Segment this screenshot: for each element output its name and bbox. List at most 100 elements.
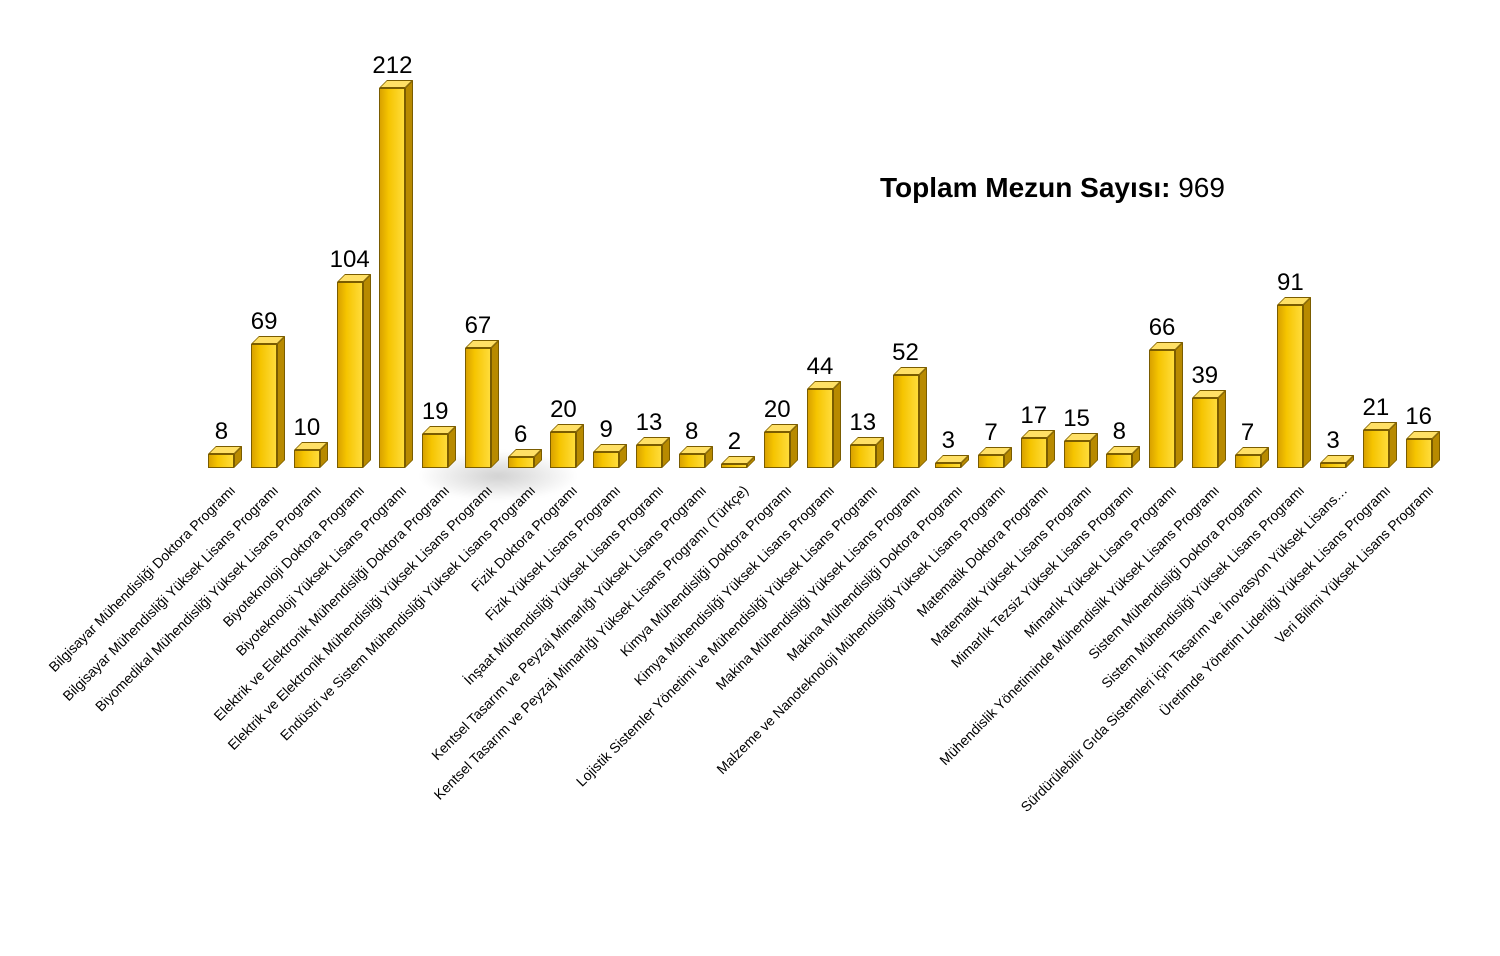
bar-front <box>721 464 747 468</box>
bar-value-label: 20 <box>764 396 791 424</box>
bar: 8 <box>1106 454 1132 468</box>
bar: 20 <box>764 432 790 468</box>
bar-front <box>1064 441 1090 468</box>
bar: 17 <box>1021 438 1047 468</box>
bar-side <box>1389 422 1397 468</box>
bar-side <box>405 80 413 468</box>
bar-front <box>679 454 705 468</box>
bar-front <box>893 375 919 468</box>
bar-front <box>978 455 1004 468</box>
bar-front <box>636 445 662 468</box>
bar-value-label: 2 <box>728 428 741 456</box>
bar-front <box>593 452 619 468</box>
bar-value-label: 10 <box>294 414 321 442</box>
bar-front <box>1406 439 1432 468</box>
bar: 44 <box>807 389 833 468</box>
bar-front <box>1021 438 1047 468</box>
bar: 52 <box>893 375 919 468</box>
bar-front <box>294 450 320 468</box>
bar-front <box>1192 398 1218 468</box>
bar-front <box>337 282 363 468</box>
bar: 7 <box>978 455 1004 468</box>
bar: 8 <box>208 454 234 468</box>
bar-front <box>251 344 277 468</box>
bar: 67 <box>465 348 491 468</box>
bar: 39 <box>1192 398 1218 468</box>
bar-front <box>1149 350 1175 468</box>
bar-value-label: 3 <box>942 427 955 455</box>
bar-value-label: 6 <box>514 421 527 449</box>
bar-value-label: 17 <box>1020 402 1047 430</box>
bar-front <box>850 445 876 468</box>
bar-side <box>919 367 927 468</box>
bar: 6 <box>508 457 534 468</box>
bar-front <box>422 434 448 468</box>
bar: 212 <box>379 88 405 468</box>
bar-value-label: 212 <box>372 52 412 80</box>
bar-front <box>465 348 491 468</box>
bar-front <box>508 457 534 468</box>
bar: 66 <box>1149 350 1175 468</box>
bar-value-label: 19 <box>422 398 449 426</box>
bar-side <box>1175 342 1183 468</box>
bar-plot-area: 8Bilgisayar Mühendisliği Doktora Program… <box>0 0 1500 956</box>
bar-value-label: 66 <box>1149 314 1176 342</box>
bar-side <box>1090 433 1098 468</box>
bar-value-label: 16 <box>1405 403 1432 431</box>
bar-value-label: 9 <box>600 416 613 444</box>
bar-value-label: 13 <box>849 409 876 437</box>
bar-side <box>576 424 584 468</box>
bar: 69 <box>251 344 277 468</box>
bar: 13 <box>850 445 876 468</box>
bar-value-label: 15 <box>1063 405 1090 433</box>
bar-value-label: 7 <box>1241 419 1254 447</box>
bar-side <box>833 381 841 468</box>
bar-value-label: 104 <box>330 246 370 274</box>
bar: 8 <box>679 454 705 468</box>
bar-value-label: 67 <box>465 312 492 340</box>
bar-front <box>764 432 790 468</box>
bar-value-label: 44 <box>807 353 834 381</box>
bar-front <box>1363 430 1389 468</box>
bar-side <box>1218 390 1226 468</box>
bar-front <box>807 389 833 468</box>
bar-value-label: 39 <box>1191 362 1218 390</box>
bar: 2 <box>721 464 747 468</box>
bar-value-label: 13 <box>636 409 663 437</box>
bar-front <box>379 88 405 468</box>
bar: 19 <box>422 434 448 468</box>
bar-side <box>1047 430 1055 468</box>
bar-value-label: 20 <box>550 396 577 424</box>
bar-value-label: 91 <box>1277 269 1304 297</box>
bar-value-label: 8 <box>215 418 228 446</box>
bar: 16 <box>1406 439 1432 468</box>
bar-front <box>1106 454 1132 468</box>
bar: 13 <box>636 445 662 468</box>
bar: 3 <box>1320 463 1346 468</box>
bar-value-label: 7 <box>984 419 997 447</box>
bar-value-label: 52 <box>892 339 919 367</box>
bar: 15 <box>1064 441 1090 468</box>
bar-front <box>935 463 961 468</box>
bar-front <box>1277 305 1303 468</box>
bar-side <box>363 274 371 468</box>
bar: 10 <box>294 450 320 468</box>
bar-front <box>208 454 234 468</box>
bar: 91 <box>1277 305 1303 468</box>
bar-front <box>1235 455 1261 468</box>
bar: 104 <box>337 282 363 468</box>
bar: 9 <box>593 452 619 468</box>
chart-container: Toplam Mezun Sayısı: 969 8Bilgisayar Müh… <box>0 0 1500 956</box>
bar-front <box>1320 463 1346 468</box>
bar-front <box>550 432 576 468</box>
bar-value-label: 69 <box>251 308 278 336</box>
bar: 3 <box>935 463 961 468</box>
bar: 21 <box>1363 430 1389 468</box>
bar-side <box>491 340 499 468</box>
bar-value-label: 8 <box>1113 418 1126 446</box>
bar-side <box>277 336 285 468</box>
bar-side <box>1432 431 1440 468</box>
bar-side <box>1303 297 1311 468</box>
bar-value-label: 8 <box>685 418 698 446</box>
bar-value-label: 3 <box>1326 427 1339 455</box>
